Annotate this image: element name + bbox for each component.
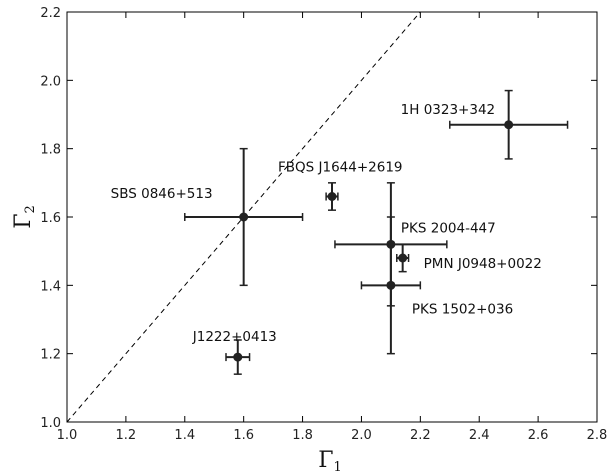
y-tick-label: 1.4 — [40, 279, 61, 294]
y-axis-title-main: Γ — [11, 214, 36, 229]
plot-frame — [66, 11, 598, 423]
y-tick-label: 1.2 — [40, 348, 61, 363]
x-tick-label: 1.6 — [233, 428, 254, 443]
y-axis-ticks: 1.0 1.2 1.4 1.6 1.8 2.0 2.2 — [40, 6, 597, 431]
y-tick-label: 2.2 — [40, 6, 61, 21]
x-axis-title-sub: 1 — [333, 460, 341, 473]
point-label: SBS 0846+513 — [111, 186, 213, 202]
data-point — [233, 352, 243, 362]
point-label: PKS 1502+036 — [412, 301, 513, 317]
x-axis-title: Γ1 — [318, 448, 342, 473]
y-tick-label: 1.6 — [40, 211, 61, 226]
x-tick-label: 2.4 — [469, 428, 490, 443]
data-point — [239, 212, 249, 222]
y-axis-title: Γ2 — [11, 205, 38, 229]
data-points — [184, 89, 569, 375]
point-label: 1H 0323+342 — [401, 102, 495, 118]
x-tick-label: 2.8 — [587, 428, 608, 443]
point-label: J1222+0413 — [192, 329, 277, 345]
x-axis-ticks: 1.0 1.2 1.4 1.6 1.8 2.0 2.2 2.4 2.6 2.8 — [57, 12, 608, 443]
point-label: FBQS J1644+2619 — [278, 160, 403, 176]
y-tick-label: 1.0 — [40, 416, 61, 431]
y-axis-title-sub: 2 — [23, 205, 38, 213]
x-tick-label: 1.2 — [116, 428, 137, 443]
y-tick-label: 2.0 — [40, 74, 61, 89]
x-axis-title-main: Γ — [318, 448, 333, 473]
data-point — [504, 120, 514, 130]
y-tick-label: 1.8 — [40, 143, 61, 158]
point-label: PMN J0948+0022 — [424, 256, 542, 272]
data-point — [386, 280, 396, 290]
x-tick-label: 1.0 — [57, 428, 78, 443]
x-tick-label: 2.6 — [528, 428, 549, 443]
x-tick-label: 2.0 — [351, 428, 372, 443]
point-labels: 1H 0323+342 FBQS J1644+2619 SBS 0846+513 PK… — [111, 102, 542, 345]
x-tick-label: 1.8 — [292, 428, 313, 443]
x-tick-label: 2.2 — [410, 428, 431, 443]
point-label: PKS 2004-447 — [401, 220, 496, 236]
x-tick-label: 1.4 — [174, 428, 195, 443]
data-point — [398, 253, 408, 263]
data-point — [327, 192, 337, 201]
